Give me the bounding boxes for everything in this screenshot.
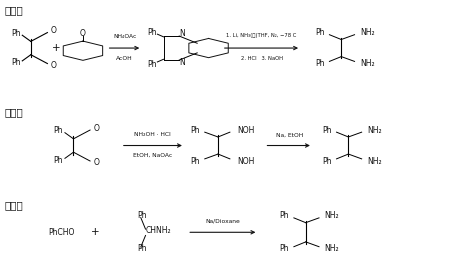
Text: Ph: Ph [147, 60, 156, 69]
Text: NH₂: NH₂ [367, 156, 382, 166]
Text: Ph: Ph [315, 59, 325, 68]
Text: Ph: Ph [54, 126, 63, 135]
Text: 1. Li, NH₃(液)THF, N₂, −78 C: 1. Li, NH₃(液)THF, N₂, −78 C [227, 33, 297, 38]
Text: O: O [51, 26, 56, 35]
Text: Ph: Ph [191, 156, 200, 166]
Text: Ph: Ph [280, 244, 289, 253]
Text: Ph: Ph [315, 28, 325, 37]
Text: CHNH₂: CHNH₂ [146, 226, 171, 235]
Text: Na/Dioxane: Na/Dioxane [205, 219, 240, 223]
Text: 2. HCl   3. NaOH: 2. HCl 3. NaOH [241, 56, 283, 61]
Text: O: O [51, 61, 56, 70]
Text: +: + [91, 227, 99, 237]
Text: NH₂: NH₂ [360, 28, 375, 37]
Text: Ph: Ph [191, 125, 200, 135]
Text: N: N [180, 58, 185, 67]
Text: O: O [93, 124, 99, 133]
Text: Ph: Ph [11, 29, 20, 38]
Text: 路线一: 路线一 [5, 5, 24, 15]
Text: O: O [80, 29, 86, 38]
Text: NOH: NOH [237, 156, 255, 166]
Text: Ph: Ph [322, 156, 332, 166]
Text: Ph: Ph [322, 125, 332, 135]
Text: Na, EtOH: Na, EtOH [275, 132, 303, 137]
Text: Ph: Ph [280, 211, 289, 220]
Text: NH₂: NH₂ [325, 244, 339, 253]
Text: NH₂: NH₂ [360, 59, 375, 68]
Text: Ph: Ph [137, 244, 147, 253]
Text: NH₄OAc: NH₄OAc [113, 34, 137, 39]
Text: NH₂OH · HCl: NH₂OH · HCl [134, 132, 171, 137]
Text: NH₂: NH₂ [367, 125, 382, 135]
Text: Ph: Ph [137, 211, 147, 220]
Text: PhCHO: PhCHO [48, 228, 75, 237]
Text: N: N [180, 29, 185, 38]
Text: AcOH: AcOH [116, 56, 133, 61]
Text: NOH: NOH [237, 125, 255, 135]
Text: 路线二: 路线二 [5, 107, 24, 117]
Text: NH₂: NH₂ [325, 211, 339, 220]
Text: Ph: Ph [54, 156, 63, 165]
Text: +: + [52, 43, 60, 53]
Text: EtOH, NaOAc: EtOH, NaOAc [133, 153, 172, 158]
Text: O: O [93, 158, 99, 167]
Text: 路线三: 路线三 [5, 200, 24, 210]
Text: Ph: Ph [11, 58, 20, 67]
Text: Ph: Ph [147, 28, 156, 37]
